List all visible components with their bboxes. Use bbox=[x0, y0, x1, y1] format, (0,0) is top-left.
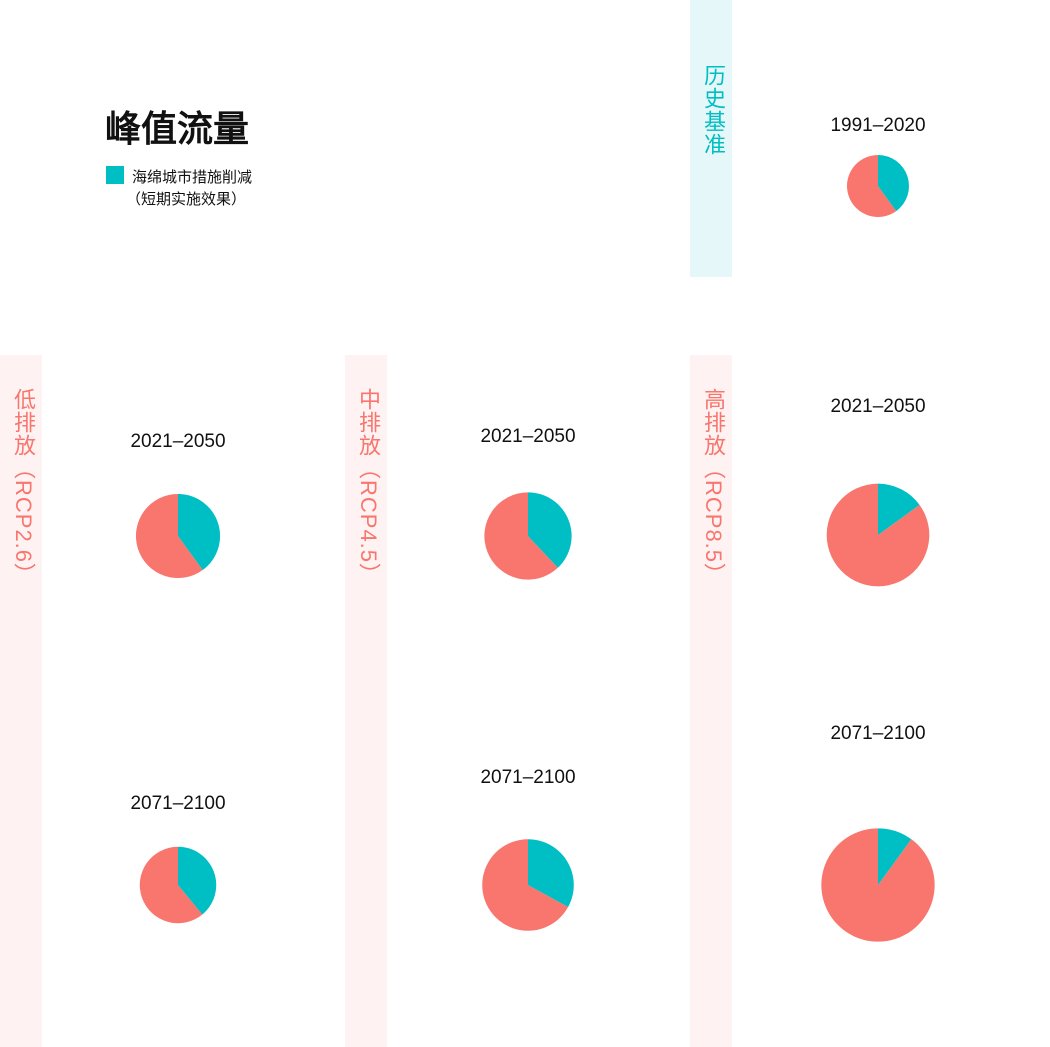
pie-5 bbox=[826, 483, 930, 587]
pie-4 bbox=[482, 839, 574, 931]
pie-slice-reduction bbox=[178, 846, 217, 915]
period-label-rcp85-2021: 2021–2050 bbox=[830, 396, 926, 417]
pie-slice-remaining bbox=[484, 492, 558, 580]
pie-slice-reduction bbox=[528, 492, 572, 568]
pie-slice-remaining bbox=[135, 493, 203, 579]
pie-slice-remaining bbox=[846, 155, 897, 218]
band-label-rcp45: 中排放（RCP4.5） bbox=[356, 388, 381, 587]
band-label-baseline: 历史基准 bbox=[701, 64, 726, 156]
period-label-rcp85-2071: 2071–2100 bbox=[830, 723, 926, 744]
band-rcp26: 低排放（RCP2.6） bbox=[0, 355, 42, 1047]
period-label-rcp26-2071: 2071–2100 bbox=[130, 793, 226, 814]
pie-3 bbox=[484, 492, 572, 580]
legend-label-line1: 海绵城市措施削减 bbox=[132, 169, 253, 186]
band-rcp45: 中排放（RCP4.5） bbox=[345, 355, 387, 1047]
period-label-rcp26-2021: 2021–2050 bbox=[130, 431, 226, 452]
band-label-rcp85: 高排放（RCP8.5） bbox=[701, 388, 726, 587]
pie-slice-remaining bbox=[139, 846, 203, 924]
pie-6 bbox=[821, 828, 935, 942]
legend-swatch bbox=[106, 166, 124, 184]
pie-slice-reduction bbox=[878, 483, 920, 535]
chart-title: 峰值流量 bbox=[105, 108, 250, 149]
period-label-rcp45-2071: 2071–2100 bbox=[480, 767, 576, 788]
legend-label-line2: （短期实施效果） bbox=[126, 191, 247, 208]
pie-slice-remaining bbox=[821, 828, 935, 942]
pie-slice-reduction bbox=[178, 493, 221, 571]
pie-slice-reduction bbox=[528, 839, 574, 908]
pie-1 bbox=[135, 493, 221, 579]
pie-slice-reduction bbox=[878, 828, 912, 885]
band-rcp85: 高排放（RCP8.5） bbox=[690, 355, 732, 1047]
period-label-rcp45-2021: 2021–2050 bbox=[480, 426, 576, 447]
pie-slice-remaining bbox=[482, 839, 569, 931]
pie-0 bbox=[846, 155, 909, 218]
pie-slice-reduction bbox=[878, 155, 909, 212]
band-baseline: 历史基准 bbox=[690, 0, 732, 277]
period-label-baseline: 1991–2020 bbox=[830, 115, 926, 136]
pie-2 bbox=[139, 846, 217, 924]
band-label-rcp26: 低排放（RCP2.6） bbox=[11, 388, 36, 587]
